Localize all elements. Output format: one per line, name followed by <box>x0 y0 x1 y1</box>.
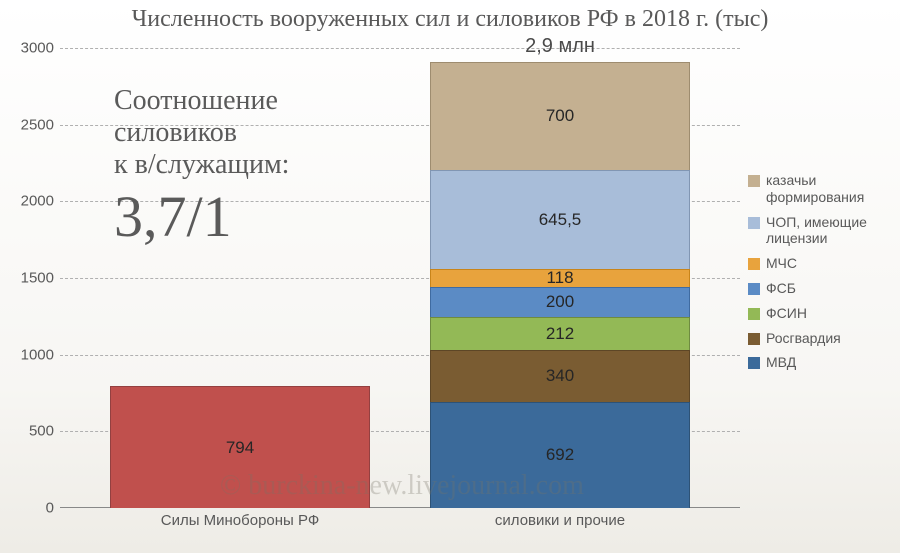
bar-value-label: 118 <box>431 268 689 288</box>
bar-segment-mchs: 118 <box>430 269 690 287</box>
y-tick-label: 500 <box>0 423 54 440</box>
legend-item-chop: ЧОП, имеющие лицензии <box>748 214 898 248</box>
legend-swatch <box>748 333 760 345</box>
y-tick-label: 1000 <box>0 346 54 363</box>
bar-segment-fsb: 200 <box>430 287 690 318</box>
legend-item-fsb: ФСБ <box>748 280 898 297</box>
chart-container: Численность вооруженных сил и силовиков … <box>0 0 900 553</box>
annotation-ratio: 3,7/1 <box>114 188 289 246</box>
bar-value-label: 200 <box>431 292 689 312</box>
bar-value-label: 212 <box>431 324 689 344</box>
bar-value-label: 645,5 <box>431 210 689 230</box>
legend-label: МЧС <box>766 255 898 272</box>
legend-swatch <box>748 258 760 270</box>
legend-swatch <box>748 217 760 229</box>
y-tick-label: 2000 <box>0 193 54 210</box>
legend-swatch <box>748 308 760 320</box>
chart-title: Численность вооруженных сил и силовиков … <box>0 6 900 33</box>
bar-segment-chop: 645,5 <box>430 170 690 269</box>
y-tick-label: 2500 <box>0 116 54 133</box>
ratio-annotation: Соотношение силовиков к в/служащим: 3,7/… <box>114 85 289 246</box>
legend: казачьи формирования ЧОП, имеющие лицензи… <box>748 172 898 379</box>
legend-item-fsin: ФСИН <box>748 305 898 322</box>
legend-swatch <box>748 175 760 187</box>
annotation-line: к в/служащим: <box>114 149 289 181</box>
y-tick-label: 0 <box>0 500 54 517</box>
bar-value-label: 794 <box>111 438 369 458</box>
bar-total-label: 2,9 млн <box>430 35 690 58</box>
annotation-line: силовиков <box>114 117 289 149</box>
legend-label: ФСБ <box>766 280 898 297</box>
legend-label: МВД <box>766 354 898 371</box>
bar-segment-rosgvardia: 340 <box>430 350 690 402</box>
bar-segment-kazaki: 700 <box>430 62 690 169</box>
legend-item-mvd: МВД <box>748 354 898 371</box>
bar-segment-fsin: 212 <box>430 317 690 350</box>
bar-value-label: 340 <box>431 366 689 386</box>
legend-swatch <box>748 283 760 295</box>
bar-segment-mod: 794 <box>110 386 370 508</box>
legend-label: казачьи формирования <box>766 172 898 206</box>
legend-swatch <box>748 357 760 369</box>
legend-item-kazaki: казачьи формирования <box>748 172 898 206</box>
bar-value-label: 692 <box>431 445 689 465</box>
annotation-line: Соотношение <box>114 85 289 117</box>
legend-label: ЧОП, имеющие лицензии <box>766 214 898 248</box>
x-category-label: силовики и прочие <box>430 512 690 529</box>
y-tick-label: 1500 <box>0 270 54 287</box>
legend-item-mchs: МЧС <box>748 255 898 272</box>
x-category-label: Силы Минобороны РФ <box>110 512 370 529</box>
legend-label: Росгвардия <box>766 330 898 347</box>
y-tick-label: 3000 <box>0 40 54 57</box>
bar-value-label: 700 <box>431 106 689 126</box>
legend-item-rosgvardia: Росгвардия <box>748 330 898 347</box>
legend-label: ФСИН <box>766 305 898 322</box>
bar-segment-mvd: 692 <box>430 402 690 508</box>
